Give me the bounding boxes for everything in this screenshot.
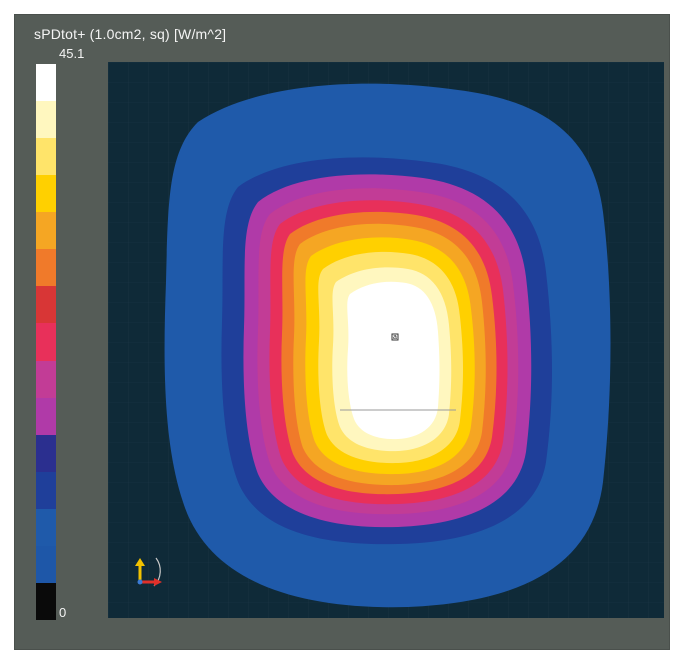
color-scale-min-label: 0 (59, 605, 67, 620)
color-scale-swatch-11 (36, 471, 56, 509)
quantity-title: sPDtot+ (1.0cm2, sq) [W/m^2] (34, 26, 227, 42)
color-scale-swatch-1 (36, 101, 56, 139)
color-scale-swatch-8 (36, 360, 56, 398)
y-axis-arrowhead (135, 558, 145, 566)
color-scale-swatch-6 (36, 286, 56, 324)
color-scale-swatch-0 (36, 64, 56, 102)
peak-marker-label: a (393, 334, 397, 341)
color-scale-swatch-7 (36, 323, 56, 361)
contour-peak (347, 281, 440, 440)
color-scale-swatch-13 (36, 545, 56, 583)
color-scale-swatch-10 (36, 434, 56, 472)
color-scale-swatch-3 (36, 175, 56, 213)
color-scale-swatch-2 (36, 138, 56, 176)
color-scale-swatch-4 (36, 212, 56, 250)
color-scale-swatch-9 (36, 397, 56, 435)
axis-triad-icon[interactable] (128, 552, 172, 596)
color-scale-swatch-5 (36, 249, 56, 287)
peak-marker[interactable]: a (391, 333, 399, 341)
color-scale-swatch-12 (36, 508, 56, 546)
z-axis-dot (137, 579, 143, 585)
peak-marker-box (391, 333, 399, 341)
field-distribution-plot[interactable]: a (108, 62, 664, 618)
color-scale-max-label: 45.1 (59, 46, 85, 61)
color-scale-swatch-14 (36, 582, 56, 620)
color-scale-bar (36, 64, 56, 620)
x-axis-arrowhead (154, 578, 162, 586)
